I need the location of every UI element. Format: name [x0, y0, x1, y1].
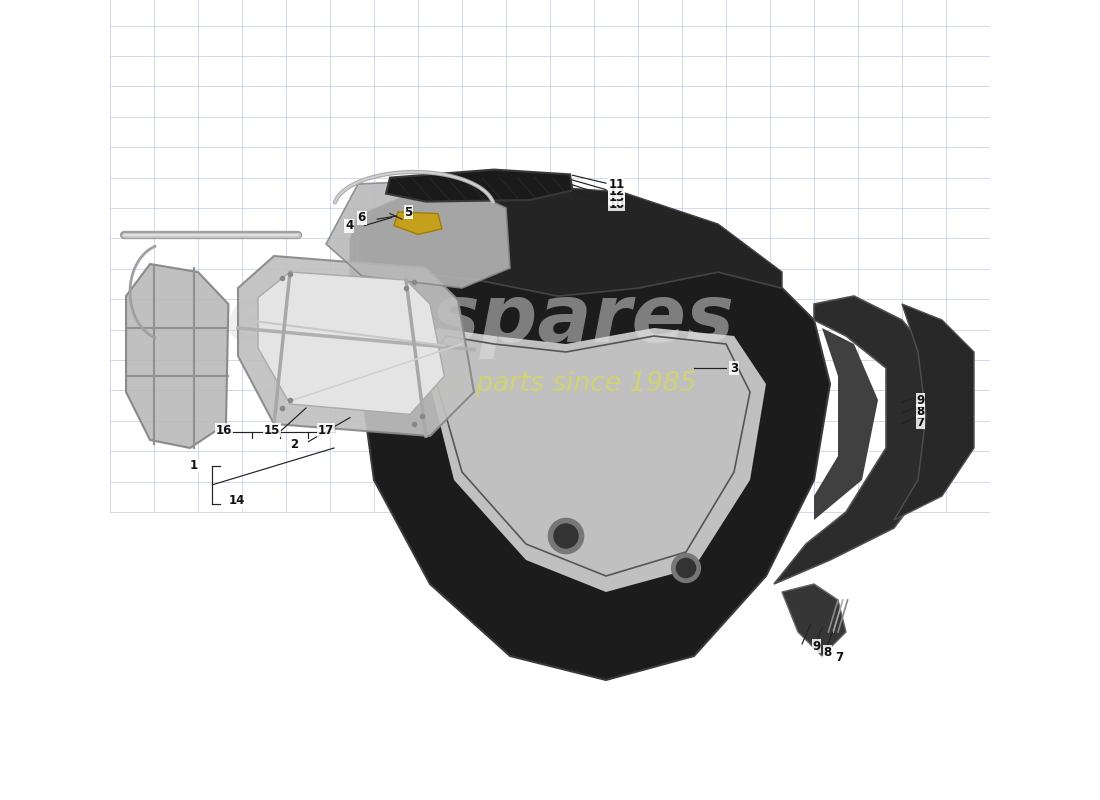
Polygon shape: [422, 328, 766, 592]
Polygon shape: [814, 328, 878, 520]
Polygon shape: [326, 180, 510, 288]
Circle shape: [549, 518, 584, 554]
Polygon shape: [774, 296, 942, 584]
Polygon shape: [394, 212, 442, 234]
Text: 14: 14: [229, 494, 245, 507]
Polygon shape: [238, 256, 474, 436]
Text: 3: 3: [730, 362, 738, 374]
Text: 10: 10: [608, 198, 625, 210]
Text: 13: 13: [608, 191, 625, 204]
Circle shape: [554, 524, 578, 548]
Text: 8: 8: [916, 405, 925, 418]
Text: 8: 8: [824, 646, 832, 658]
Text: 16: 16: [216, 424, 232, 437]
Polygon shape: [386, 170, 572, 202]
Polygon shape: [358, 184, 782, 296]
Text: 7: 7: [916, 416, 924, 429]
Polygon shape: [350, 272, 830, 680]
Polygon shape: [782, 584, 846, 656]
Polygon shape: [126, 264, 229, 448]
Polygon shape: [258, 272, 444, 414]
Text: 9: 9: [813, 640, 821, 653]
Circle shape: [672, 554, 701, 582]
Text: 5: 5: [405, 206, 412, 218]
Text: 9: 9: [916, 394, 925, 406]
Text: 6: 6: [358, 211, 366, 224]
Text: 12: 12: [608, 185, 625, 198]
Text: 7: 7: [835, 651, 843, 664]
Text: 1: 1: [190, 459, 198, 472]
Text: 15: 15: [264, 424, 280, 437]
Circle shape: [676, 558, 695, 578]
Text: 4: 4: [345, 219, 353, 232]
Polygon shape: [894, 304, 974, 520]
Text: a passion for parts since 1985: a passion for parts since 1985: [298, 371, 696, 397]
Polygon shape: [350, 216, 358, 304]
Text: 17: 17: [318, 424, 334, 437]
Text: 2: 2: [290, 438, 298, 451]
Text: eurospares: eurospares: [226, 281, 734, 359]
Text: 11: 11: [608, 178, 625, 190]
